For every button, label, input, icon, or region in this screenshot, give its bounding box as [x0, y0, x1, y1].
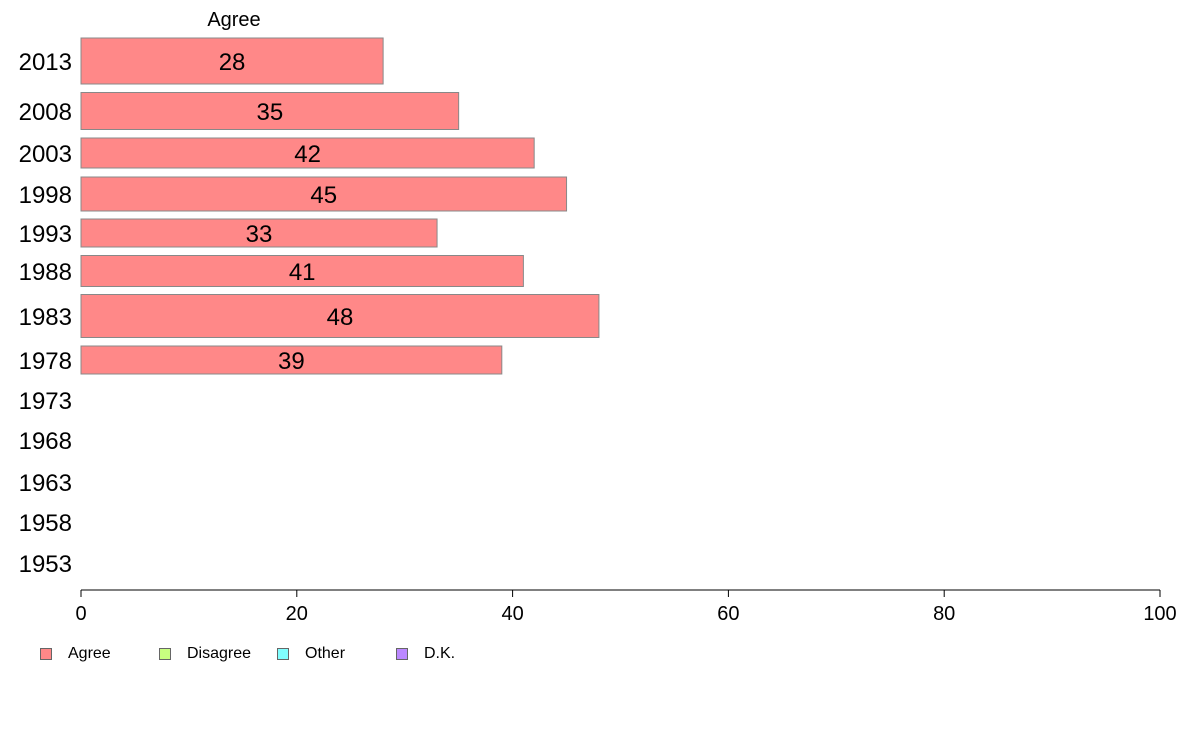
- bars-group: 28 35 42 45 33 41 48 39: [80, 37, 600, 375]
- series-title: Agree: [207, 9, 260, 31]
- data-label-2013: 28: [219, 49, 246, 76]
- legend-swatch: [40, 648, 52, 660]
- bar-2008: [80, 92, 460, 130]
- legend-item-agree: Agree: [40, 645, 111, 663]
- bar-chart: Agree 28 35 42 45 33 41 48 39 2013 2008 2003 1998 1…: [19, 9, 1177, 625]
- category-label-1983: 1983: [19, 304, 72, 331]
- x-tick-label-100: 100: [1143, 603, 1176, 625]
- legend-label: Other: [305, 645, 346, 662]
- data-label-1998: 45: [310, 182, 337, 209]
- x-tick-label-40: 40: [501, 603, 523, 625]
- category-label-1978: 1978: [19, 348, 72, 375]
- category-label-2013: 2013: [19, 49, 72, 76]
- category-label-1953: 1953: [19, 551, 72, 578]
- legend-swatch: [159, 648, 171, 660]
- x-axis: 0 20 40 60 80 100: [75, 589, 1177, 625]
- data-label-2003: 42: [294, 141, 321, 168]
- bar-1983: [80, 294, 600, 338]
- category-label-1973: 1973: [19, 388, 72, 415]
- data-label-1993: 33: [246, 221, 273, 248]
- bar-1988: [80, 255, 524, 287]
- legend-item-disagree: Disagree: [159, 645, 251, 663]
- legend-item-d-k: D.K.: [396, 645, 455, 663]
- category-label-2003: 2003: [19, 141, 72, 168]
- data-label-1978: 39: [278, 348, 305, 375]
- category-label-1993: 1993: [19, 221, 72, 248]
- x-tick-label-0: 0: [75, 603, 86, 625]
- category-label-1958: 1958: [19, 510, 72, 537]
- x-tick-label-80: 80: [933, 603, 955, 625]
- category-label-1998: 1998: [19, 182, 72, 209]
- legend-swatch: [396, 648, 408, 660]
- category-label-1963: 1963: [19, 470, 72, 497]
- legend-label: Agree: [68, 645, 111, 662]
- data-label-1988: 41: [289, 259, 316, 286]
- category-label-1968: 1968: [19, 428, 72, 455]
- bar-2003: [80, 137, 535, 169]
- bar-1998: [80, 176, 568, 212]
- legend-label: Disagree: [187, 645, 252, 662]
- legend-swatch: [277, 648, 289, 660]
- legend-label: D.K.: [424, 645, 456, 662]
- bar-1978: [80, 345, 503, 375]
- category-label-2008: 2008: [19, 99, 72, 126]
- category-label-1988: 1988: [19, 259, 72, 286]
- bar-2013: [80, 37, 384, 85]
- data-label-1983: 48: [327, 304, 354, 331]
- data-label-2008: 35: [256, 99, 283, 126]
- legend-item-other: Other: [277, 645, 345, 663]
- x-tick-label-20: 20: [286, 603, 308, 625]
- category-labels: 2013 2008 2003 1998 1993 1988 1983 1978 1973 1968…: [19, 49, 72, 578]
- bar-1993: [80, 218, 438, 248]
- x-tick-label-60: 60: [717, 603, 739, 625]
